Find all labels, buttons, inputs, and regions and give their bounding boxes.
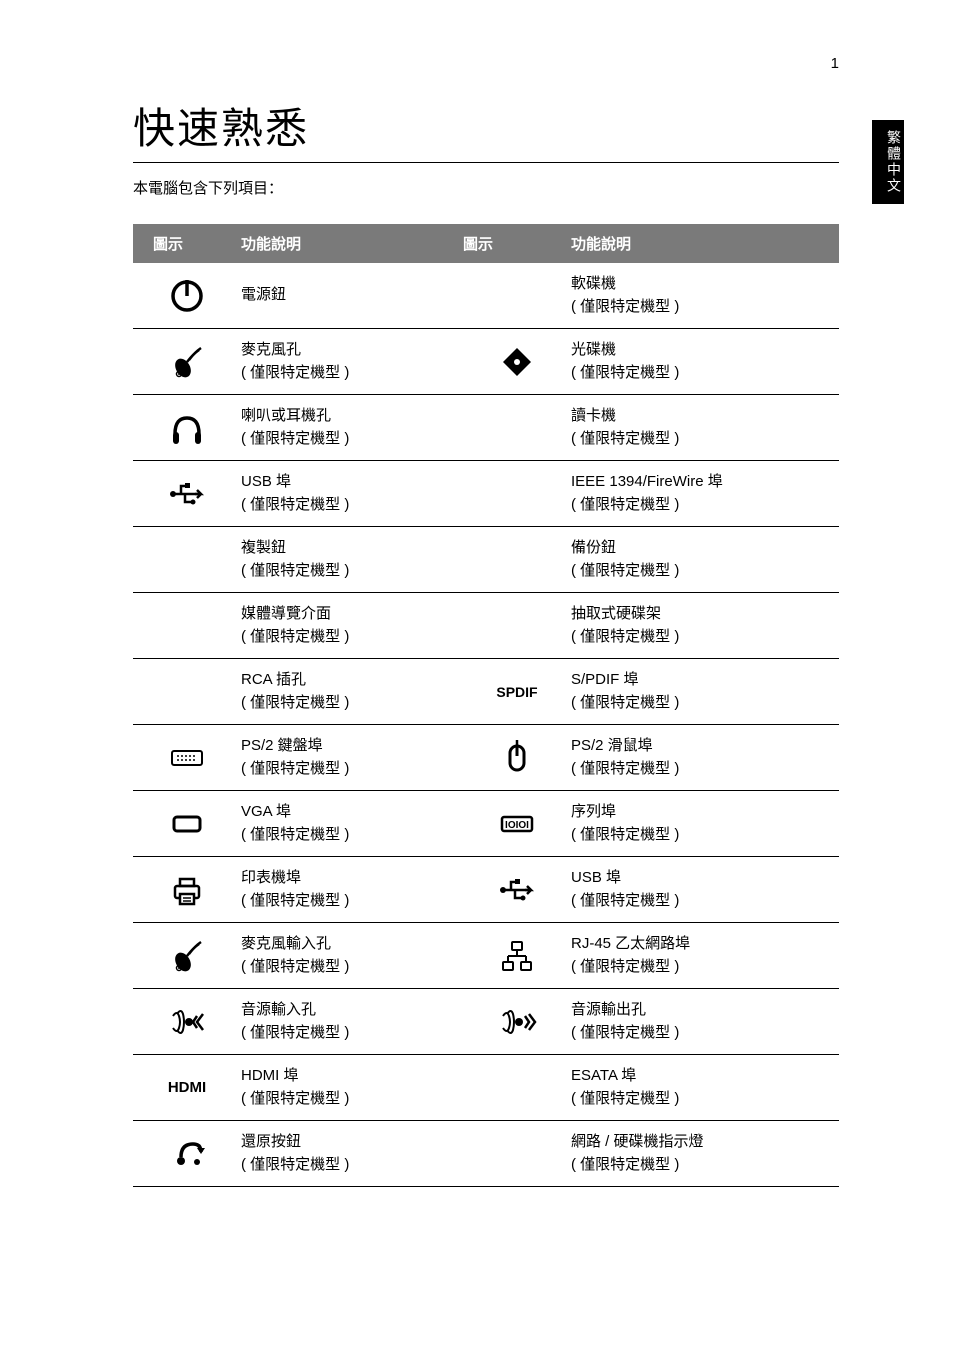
icon-cell: [463, 1002, 571, 1042]
desc-cell: 讀卡機( 僅限特定機型 ): [571, 395, 839, 460]
printer-icon: [167, 870, 207, 910]
icon-cell: [133, 804, 241, 844]
desc-cell: 備份鈕( 僅限特定機型 ): [571, 527, 839, 592]
content-area: 快速熟悉 本電腦包含下列項目： 圖示 功能說明 圖示 功能說明 電源鈕 軟碟機(…: [0, 0, 954, 1187]
table-row: 還原按鈕( 僅限特定機型 ) 網路 / 硬碟機指示燈( 僅限特定機型 ): [133, 1121, 839, 1187]
desc-cell: 喇叭或耳機孔( 僅限特定機型 ): [241, 395, 463, 460]
desc-cell: IEEE 1394/FireWire 埠( 僅限特定機型 ): [571, 461, 839, 526]
icon-cell: [463, 804, 571, 844]
icon-cell: [133, 738, 241, 778]
th-icon: 圖示: [463, 224, 571, 263]
desc-cell: 光碟機( 僅限特定機型 ): [571, 329, 839, 394]
icon-cell: [133, 408, 241, 448]
vga-icon: [167, 804, 207, 844]
icon-cell: HDMI: [133, 1079, 241, 1096]
mic-icon: [167, 342, 207, 382]
desc-cell: VGA 埠( 僅限特定機型 ): [241, 791, 463, 856]
icon-cell: [133, 1002, 241, 1042]
table-row: 複製鈕( 僅限特定機型 ) 備份鈕( 僅限特定機型 ): [133, 527, 839, 593]
headphone-icon: [167, 408, 207, 448]
th-icon: 圖示: [133, 224, 241, 263]
serial-icon: [497, 804, 537, 844]
table-row: 印表機埠( 僅限特定機型 ) USB 埠( 僅限特定機型 ): [133, 857, 839, 923]
icon-cell: [133, 936, 241, 976]
page-number: 1: [831, 55, 839, 72]
icon-cell: SPDIF: [463, 684, 571, 700]
table-row: HDMI HDMI 埠( 僅限特定機型 ) ESATA 埠( 僅限特定機型 ): [133, 1055, 839, 1121]
icon-cell: [133, 474, 241, 514]
mic-icon: [167, 936, 207, 976]
hdmi-text-icon: HDMI: [168, 1079, 206, 1096]
ethernet-icon: [497, 936, 537, 976]
th-desc: 功能說明: [571, 224, 839, 263]
table-row: VGA 埠( 僅限特定機型 ) 序列埠( 僅限特定機型 ): [133, 791, 839, 857]
desc-cell: 麥克風輸入孔( 僅限特定機型 ): [241, 923, 463, 988]
desc-cell: ESATA 埠( 僅限特定機型 ): [571, 1055, 839, 1120]
desc-cell: 電源鈕: [241, 274, 463, 317]
desc-cell: USB 埠( 僅限特定機型 ): [571, 857, 839, 922]
table-header: 圖示 功能說明 圖示 功能說明: [133, 224, 839, 263]
icon-cell: [463, 738, 571, 778]
desc-cell: 媒體導覽介面( 僅限特定機型 ): [241, 593, 463, 658]
table-body: 電源鈕 軟碟機( 僅限特定機型 ) 麥克風孔( 僅限特定機型 ) 光碟機( 僅限…: [133, 263, 839, 1187]
mouse-icon: [497, 738, 537, 778]
desc-cell: 軟碟機( 僅限特定機型 ): [571, 263, 839, 328]
desc-cell: 麥克風孔( 僅限特定機型 ): [241, 329, 463, 394]
desc-cell: 抽取式硬碟架( 僅限特定機型 ): [571, 593, 839, 658]
restore-icon: [167, 1134, 207, 1174]
language-tab: 繁體中文: [872, 120, 904, 204]
disc-icon: [497, 342, 537, 382]
desc-cell: 還原按鈕( 僅限特定機型 ): [241, 1121, 463, 1186]
th-desc: 功能說明: [241, 224, 463, 263]
icon-cell: [133, 870, 241, 910]
spdif-text-icon: SPDIF: [496, 684, 537, 700]
usb-icon: [497, 870, 537, 910]
table-row: 電源鈕 軟碟機( 僅限特定機型 ): [133, 263, 839, 329]
desc-cell: PS/2 鍵盤埠( 僅限特定機型 ): [241, 725, 463, 790]
table-row: 喇叭或耳機孔( 僅限特定機型 ) 讀卡機( 僅限特定機型 ): [133, 395, 839, 461]
desc-cell: PS/2 滑鼠埠( 僅限特定機型 ): [571, 725, 839, 790]
icons-table: 圖示 功能說明 圖示 功能說明 電源鈕 軟碟機( 僅限特定機型 ) 麥克風孔( …: [133, 224, 839, 1187]
power-icon: [167, 276, 207, 316]
keyboard-icon: [167, 738, 207, 778]
desc-cell: 印表機埠( 僅限特定機型 ): [241, 857, 463, 922]
desc-cell: RCA 插孔( 僅限特定機型 ): [241, 659, 463, 724]
usb-icon: [167, 474, 207, 514]
table-row: 麥克風輸入孔( 僅限特定機型 ) RJ-45 乙太網路埠( 僅限特定機型 ): [133, 923, 839, 989]
desc-cell: 網路 / 硬碟機指示燈( 僅限特定機型 ): [571, 1121, 839, 1186]
desc-cell: 序列埠( 僅限特定機型 ): [571, 791, 839, 856]
audio-in-icon: [167, 1002, 207, 1042]
audio-out-icon: [497, 1002, 537, 1042]
table-row: RCA 插孔( 僅限特定機型 ) SPDIF S/PDIF 埠( 僅限特定機型 …: [133, 659, 839, 725]
desc-cell: RJ-45 乙太網路埠( 僅限特定機型 ): [571, 923, 839, 988]
table-row: PS/2 鍵盤埠( 僅限特定機型 ) PS/2 滑鼠埠( 僅限特定機型 ): [133, 725, 839, 791]
icon-cell: [133, 276, 241, 316]
table-row: 音源輸入孔( 僅限特定機型 ) 音源輸出孔( 僅限特定機型 ): [133, 989, 839, 1055]
table-row: USB 埠( 僅限特定機型 ) IEEE 1394/FireWire 埠( 僅限…: [133, 461, 839, 527]
icon-cell: [133, 342, 241, 382]
icon-cell: [463, 342, 571, 382]
desc-cell: 音源輸出孔( 僅限特定機型 ): [571, 989, 839, 1054]
subtitle: 本電腦包含下列項目：: [133, 177, 839, 198]
desc-cell: 音源輸入孔( 僅限特定機型 ): [241, 989, 463, 1054]
icon-cell: [463, 870, 571, 910]
icon-cell: [463, 936, 571, 976]
icon-cell: [133, 1134, 241, 1174]
desc-cell: USB 埠( 僅限特定機型 ): [241, 461, 463, 526]
page-title: 快速熟悉: [133, 95, 839, 163]
table-row: 麥克風孔( 僅限特定機型 ) 光碟機( 僅限特定機型 ): [133, 329, 839, 395]
table-row: 媒體導覽介面( 僅限特定機型 ) 抽取式硬碟架( 僅限特定機型 ): [133, 593, 839, 659]
desc-cell: S/PDIF 埠( 僅限特定機型 ): [571, 659, 839, 724]
desc-cell: HDMI 埠( 僅限特定機型 ): [241, 1055, 463, 1120]
desc-cell: 複製鈕( 僅限特定機型 ): [241, 527, 463, 592]
